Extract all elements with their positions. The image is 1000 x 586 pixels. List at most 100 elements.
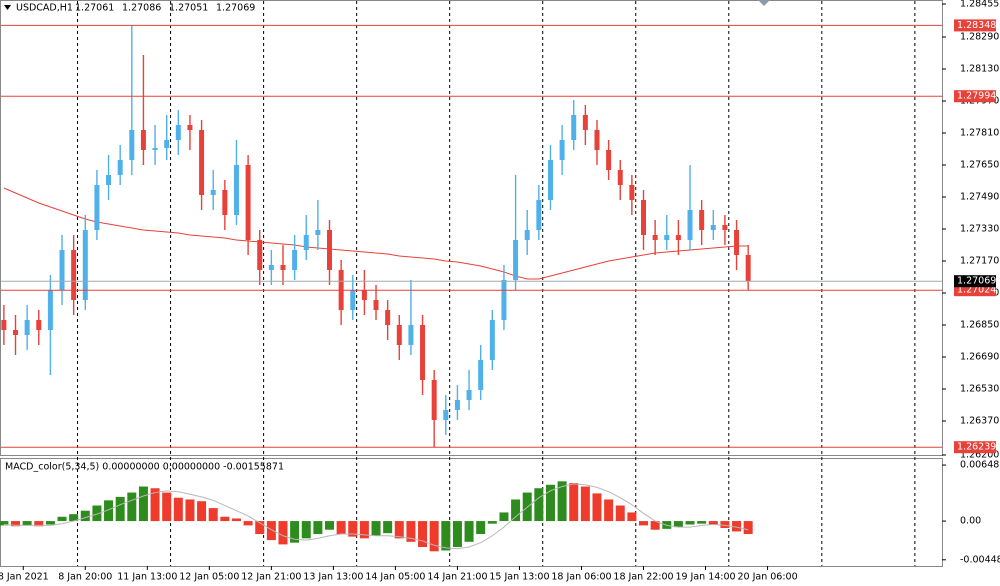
main-pane bbox=[0, 0, 943, 456]
candle-body bbox=[489, 320, 495, 360]
macd-bar bbox=[615, 505, 625, 522]
macd-bar bbox=[371, 521, 381, 536]
x-tick-label: 14 Jan 05:00 bbox=[365, 572, 425, 583]
macd-bar bbox=[243, 521, 253, 526]
candle-body bbox=[582, 115, 588, 130]
signal-line bbox=[3, 483, 749, 550]
macd-bar bbox=[545, 484, 555, 522]
macd-bar bbox=[231, 518, 241, 522]
candle-body bbox=[687, 210, 693, 240]
candle-body bbox=[501, 280, 507, 320]
y-tick-label: 1.26370 bbox=[960, 416, 999, 427]
macd-bar bbox=[580, 486, 590, 522]
x-tick-label: 15 Jan 13:00 bbox=[489, 572, 549, 583]
x-tick-label: 18 Jan 22:00 bbox=[613, 572, 673, 583]
x-tick-label: 18 Jan 06:00 bbox=[551, 572, 611, 583]
macd-bar bbox=[92, 505, 102, 522]
candle-body bbox=[606, 150, 612, 170]
shift-marker[interactable] bbox=[758, 0, 770, 6]
macd-bar bbox=[429, 521, 439, 552]
candle-body bbox=[47, 290, 53, 330]
macd-bar bbox=[57, 516, 67, 522]
candle-body bbox=[466, 390, 472, 400]
candle-body bbox=[431, 380, 437, 420]
y-tick-label: 1.26850 bbox=[960, 320, 999, 331]
y-tick-label: 0.0064836 bbox=[960, 460, 1000, 471]
level-label: 1.27024 bbox=[957, 285, 996, 296]
macd-bar bbox=[441, 521, 451, 551]
y-tick-label: 1.26530 bbox=[960, 384, 999, 395]
macd-bar bbox=[639, 521, 649, 526]
candle-body bbox=[24, 320, 30, 335]
macd-bar bbox=[208, 508, 218, 522]
candle-body bbox=[13, 330, 19, 335]
y-tick-label: 1.27490 bbox=[960, 192, 999, 203]
candle-body bbox=[199, 130, 205, 195]
candle-body bbox=[513, 240, 519, 280]
macd-bar bbox=[80, 510, 90, 522]
y-tick-label: 1.26200 bbox=[960, 450, 999, 461]
y-tick-label: 1.28130 bbox=[960, 64, 999, 75]
candle-body bbox=[129, 130, 135, 160]
x-tick-label: 8 Jan 2021 bbox=[0, 572, 49, 583]
candle-body bbox=[187, 125, 193, 130]
last-price-label: 1.27069 bbox=[957, 276, 996, 287]
macd-bar bbox=[173, 497, 183, 522]
y-tick-label: 1.27810 bbox=[960, 128, 999, 139]
macd-bar bbox=[743, 521, 753, 535]
y-tick-label: 0.00 bbox=[960, 516, 981, 527]
macd-bar bbox=[592, 493, 602, 522]
y-tick-label: 1.28290 bbox=[960, 32, 999, 43]
macd-bar bbox=[487, 521, 497, 524]
macd-bar bbox=[511, 499, 521, 522]
header-value: 1.27069 bbox=[216, 3, 255, 14]
menu-arrow[interactable] bbox=[4, 5, 11, 10]
level-label-box bbox=[954, 90, 996, 103]
level-label-box bbox=[954, 19, 996, 32]
candle-body bbox=[408, 325, 414, 345]
candle-body bbox=[420, 325, 426, 380]
x-tick-label: 12 Jan 21:00 bbox=[241, 572, 301, 583]
macd-bar bbox=[69, 514, 79, 522]
candle-body bbox=[443, 410, 449, 420]
macd-bar bbox=[499, 512, 509, 522]
x-tick-label: 20 Jan 06:00 bbox=[737, 572, 797, 583]
candle-body bbox=[140, 130, 146, 150]
candle-body bbox=[478, 360, 484, 390]
y-tick-label: 1.28455 bbox=[960, 0, 999, 10]
macd-bar bbox=[406, 521, 416, 542]
macd-bar bbox=[534, 488, 544, 522]
macd-bar bbox=[732, 521, 742, 532]
candle-body bbox=[82, 230, 88, 300]
candle-body bbox=[536, 200, 542, 230]
level-label-box bbox=[954, 441, 996, 454]
x-tick-label: 13 Jan 13:00 bbox=[303, 572, 363, 583]
y-tick-label: 1.27330 bbox=[960, 224, 999, 235]
level-label: 1.26239 bbox=[957, 442, 996, 453]
candle-body bbox=[652, 235, 658, 240]
level-label: 1.27994 bbox=[957, 91, 996, 102]
candle-body bbox=[396, 325, 402, 345]
x-tick-label: 8 Jan 20:00 bbox=[58, 572, 112, 583]
macd-bar bbox=[104, 500, 114, 522]
candle-body bbox=[222, 190, 228, 215]
level-label: 1.28348 bbox=[957, 20, 996, 31]
macd-bar bbox=[383, 521, 393, 534]
macd-bar bbox=[220, 516, 230, 522]
macd-bar bbox=[720, 521, 730, 528]
macd-bar bbox=[255, 521, 265, 535]
macd-bar bbox=[569, 483, 579, 522]
candle-body bbox=[164, 140, 170, 148]
macd-pane bbox=[0, 458, 943, 567]
macd-bar bbox=[348, 521, 358, 537]
y-tick-label: 1.27650 bbox=[960, 160, 999, 171]
macd-bar bbox=[336, 521, 346, 535]
candle-body bbox=[94, 185, 100, 230]
header-value: 1.27086 bbox=[122, 3, 161, 14]
x-tick-label: 19 Jan 14:00 bbox=[675, 572, 735, 583]
moving-average bbox=[3, 187, 749, 280]
candle-body bbox=[1, 320, 7, 330]
macd-bar bbox=[138, 486, 148, 522]
